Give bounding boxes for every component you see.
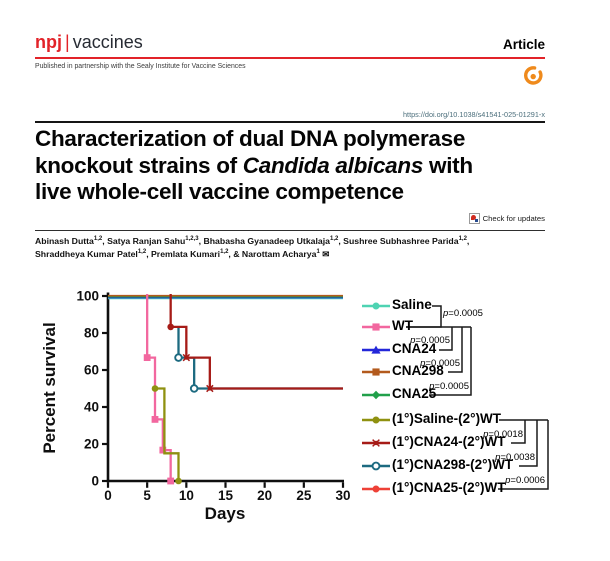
logo-journal-name: vaccines [72,32,143,52]
legend-label-WT: WT [392,318,413,333]
title-line: knockout strains of Candida albicans wit… [35,152,473,178]
title-line: Characterization of dual DNA polymerase [35,126,466,151]
p-value-label: p=0.0005 [410,335,450,346]
y-tick-label: 0 [91,474,99,489]
series-line-(1°)Saline-(2°)WT [154,387,180,481]
bracket-line [439,327,453,351]
x-tick-label: 30 [335,488,350,503]
y-axis-title: Percent survival [40,322,59,453]
marker-cross [373,440,379,446]
p-value-label: p=0.0038 [495,452,535,463]
marker-circle [175,477,182,485]
open-access-icon [522,60,545,93]
marker-open-circle [189,384,199,393]
marker-diamond [371,390,381,400]
marker-cross [372,439,380,447]
x-tick-label: 15 [218,488,234,503]
y-tick-label: 100 [76,289,99,304]
check-updates-badge[interactable]: Check for updates [425,212,545,224]
legend-swatch-CNA25 [362,390,390,400]
bracket-line [511,420,526,444]
author-line: Shraddheya Kumar Patel1,2, Premlata Kuma… [35,249,330,260]
p-value-label: p=0.0005 [443,308,483,319]
legend-swatch-(1°)CNA25-(2°)WT [362,485,390,493]
marker-square [151,415,159,423]
legend-label-CNA298: CNA298 [392,363,444,378]
marker-square [159,446,167,454]
bracket-line [406,305,442,328]
x-tick-label: 5 [143,488,151,503]
y-tick-label: 40 [84,400,99,415]
p-value-label: p=0.0005 [429,381,469,392]
marker-circle [167,323,174,331]
legend-label-(1°)Saline-(2°)WT: (1°)Saline-(2°)WT [392,411,502,426]
check-updates-label: Check for updates [482,213,545,223]
logo-separator: | [65,32,70,52]
marker-circle [372,416,380,424]
doi-link[interactable]: https://doi.org/10.1038/s41541-025-01291… [403,110,545,119]
legend-swatch-CNA24 [362,345,390,354]
survival-chart: 0 5 10 15 20 25 30 0 20 40 60 80 100 Days Percent surv… [38,282,360,534]
legend-swatch-CNA298 [362,368,390,376]
legend-swatch-WT [362,323,390,331]
legend-label-CNA25: CNA25 [392,386,437,401]
marker-open-circle [174,353,183,362]
bracket-line [448,327,463,373]
p-value-label: p=0.0018 [483,429,523,440]
marker-square [372,323,380,331]
marker-open-circle [371,461,381,471]
authors-block: Abinash Dutta1,2, Satya Ranjan Sahu1,2,3… [35,235,553,262]
y-tick-label: 60 [84,363,99,378]
survival-chart-svg: 0 5 10 15 20 25 30 0 20 40 60 80 100 Days Percent surv… [40,289,351,523]
author-line: Abinash Dutta1,2, Satya Ranjan Sahu1,2,3… [35,236,470,246]
legend-label-(1°)CNA24-(2°)WT: (1°)CNA24-(2°)WT [392,434,506,449]
legend-label-(1°)CNA298-(2°)WT: (1°)CNA298-(2°)WT [392,457,514,472]
y-tick-label: 80 [84,326,99,341]
journal-logo: npj | vaccines [35,32,143,53]
crossmark-icon [468,212,480,224]
marker-square [372,368,380,376]
bracket-line [498,420,549,490]
partnership-text: Published in partnership with the Sealy … [35,63,246,70]
p-value-label: p=0.0006 [505,475,545,486]
marker-circle [151,385,159,392]
legend-label-CNA24: CNA24 [392,341,437,356]
marker-circle [372,485,380,493]
legend-swatch-Saline [362,302,390,310]
bracket-line [519,420,538,467]
x-axis-title: Days [205,504,246,523]
title-rule [35,121,545,124]
title-line: live whole-cell vaccine competence [35,179,404,205]
header-rule [35,57,545,60]
legend-swatch-(1°)CNA24-(2°)WT [362,439,390,447]
legend-swatch-(1°)Saline-(2°)WT [362,416,390,424]
marker-square [143,354,151,362]
bracket-line [429,327,472,396]
marker-triangle [371,345,381,354]
x-tick-label: 20 [257,488,272,503]
marker-square [167,477,175,485]
legend-swatch-(1°)CNA298-(2°)WT [362,461,390,471]
logo-npj: npj [35,32,62,52]
y-tick-label: 20 [84,437,99,452]
legend-label-(1°)CNA25-(2°)WT: (1°)CNA25-(2°)WT [392,480,506,495]
x-tick-label: 25 [296,488,312,503]
legend-label-Saline: Saline [392,297,432,312]
article-title: Characterization of dual DNA polymerase k… [35,126,553,206]
article-type-label: Article [502,37,545,52]
authors-rule [35,230,545,232]
marker-circle [372,302,380,310]
x-tick-label: 10 [179,488,194,503]
marker-cross [372,439,380,447]
corresponding-author-icon: ✉ [319,249,330,260]
marker-cross [206,384,214,393]
series-line-(1°)CNA24-(2°)WT [169,294,343,390]
x-tick-label: 0 [104,488,112,503]
marker-cross [182,353,191,362]
p-value-label: p=0.0005 [420,358,460,369]
